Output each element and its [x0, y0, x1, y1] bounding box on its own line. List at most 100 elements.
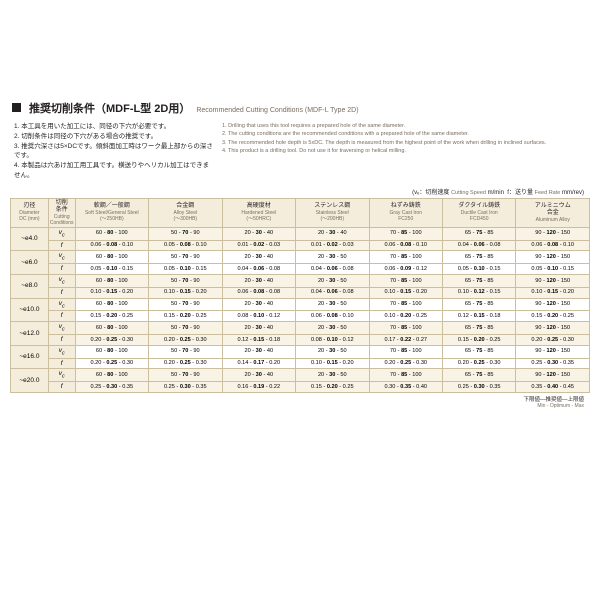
- value-cell: 60 - 80 - 100: [75, 322, 148, 335]
- title-square-icon: [12, 103, 21, 112]
- value-cell: 0.15 - 0.20 - 0.25: [516, 311, 590, 322]
- value-cell: 50 - 70 - 90: [149, 275, 222, 288]
- value-cell: 50 - 70 - 90: [149, 345, 222, 358]
- condition-cell: vc: [48, 298, 75, 311]
- table-row: ~e20.0vc60 - 80 - 10050 - 70 - 9020 - 30…: [11, 369, 590, 382]
- condition-cell: f: [48, 382, 75, 393]
- value-cell: 20 - 30 - 40: [222, 322, 295, 335]
- column-header: ダクタイル鋳鉄Ductile Cast IronFCD450: [442, 198, 515, 227]
- value-cell: 0.08 - 0.10 - 0.12: [296, 335, 369, 346]
- value-cell: 65 - 75 - 85: [442, 298, 515, 311]
- value-cell: 70 - 85 - 100: [369, 227, 442, 240]
- condition-cell: vc: [48, 251, 75, 264]
- value-cell: 0.25 - 0.30 - 0.35: [516, 358, 590, 369]
- value-cell: 20 - 30 - 40: [222, 227, 295, 240]
- value-cell: 60 - 80 - 100: [75, 298, 148, 311]
- value-cell: 90 - 120 - 150: [516, 251, 590, 264]
- condition-cell: f: [48, 287, 75, 298]
- value-cell: 0.06 - 0.09 - 0.12: [369, 264, 442, 275]
- value-cell: 90 - 120 - 150: [516, 227, 590, 240]
- value-cell: 70 - 85 - 100: [369, 275, 442, 288]
- value-cell: 0.25 - 0.30 - 0.35: [442, 382, 515, 393]
- cutting-conditions-table: 刃径DiameterDC (mm)切削条件CuttingConditions軟鋼…: [10, 198, 590, 394]
- value-cell: 20 - 30 - 50: [296, 251, 369, 264]
- column-header: ねずみ鋳鉄Gray Cast IronFC250: [369, 198, 442, 227]
- value-cell: 65 - 75 - 85: [442, 275, 515, 288]
- condition-cell: vc: [48, 322, 75, 335]
- value-cell: 60 - 80 - 100: [75, 275, 148, 288]
- value-cell: 0.05 - 0.10 - 0.15: [442, 264, 515, 275]
- value-cell: 0.15 - 0.20 - 0.25: [442, 335, 515, 346]
- value-cell: 0.05 - 0.10 - 0.15: [75, 264, 148, 275]
- value-cell: 0.05 - 0.10 - 0.15: [516, 264, 590, 275]
- value-cell: 20 - 30 - 40: [222, 275, 295, 288]
- condition-cell: f: [48, 264, 75, 275]
- column-header: 刃径DiameterDC (mm): [11, 198, 49, 227]
- value-cell: 90 - 120 - 150: [516, 298, 590, 311]
- value-cell: 0.06 - 0.08 - 0.10: [75, 240, 148, 251]
- diameter-cell: ~e20.0: [11, 369, 49, 393]
- below-legend: 下限値―推奨値―上限値Min - Optimum - Max: [10, 395, 584, 409]
- value-cell: 70 - 85 - 100: [369, 345, 442, 358]
- table-row: f0.06 - 0.08 - 0.100.05 - 0.08 - 0.100.0…: [11, 240, 590, 251]
- value-cell: 0.14 - 0.17 - 0.20: [222, 358, 295, 369]
- value-cell: 20 - 30 - 50: [296, 298, 369, 311]
- title-en: Recommended Cutting Conditions (MDF-L Ty…: [196, 107, 358, 114]
- table-row: f0.20 - 0.25 - 0.300.20 - 0.25 - 0.300.1…: [11, 335, 590, 346]
- value-cell: 65 - 75 - 85: [442, 322, 515, 335]
- value-cell: 0.06 - 0.08 - 0.10: [369, 240, 442, 251]
- condition-cell: vc: [48, 227, 75, 240]
- diameter-cell: ~e6.0: [11, 251, 49, 275]
- value-cell: 70 - 85 - 100: [369, 369, 442, 382]
- title-jp: 推奨切削条件（MDF-L型 2D用）: [29, 100, 190, 116]
- value-cell: 0.20 - 0.25 - 0.30: [75, 358, 148, 369]
- condition-cell: f: [48, 311, 75, 322]
- value-cell: 0.30 - 0.35 - 0.40: [369, 382, 442, 393]
- condition-cell: f: [48, 240, 75, 251]
- value-cell: 20 - 30 - 50: [296, 322, 369, 335]
- value-cell: 20 - 30 - 40: [222, 298, 295, 311]
- notes-jp: 1. 本工具を用いた加工には、同径の下穴が必要です。2. 切削条件は同径の下穴が…: [14, 122, 214, 181]
- value-cell: 70 - 85 - 100: [369, 251, 442, 264]
- table-row: ~e6.0vc60 - 80 - 10050 - 70 - 9020 - 30 …: [11, 251, 590, 264]
- table-row: f0.05 - 0.10 - 0.150.05 - 0.10 - 0.150.0…: [11, 264, 590, 275]
- diameter-cell: ~e4.0: [11, 227, 49, 251]
- value-cell: 50 - 70 - 90: [149, 369, 222, 382]
- table-row: f0.15 - 0.20 - 0.250.15 - 0.20 - 0.250.0…: [11, 311, 590, 322]
- value-cell: 0.10 - 0.15 - 0.20: [516, 287, 590, 298]
- value-cell: 20 - 30 - 50: [296, 369, 369, 382]
- value-cell: 20 - 30 - 50: [296, 345, 369, 358]
- value-cell: 20 - 30 - 40: [296, 227, 369, 240]
- table-row: ~e12.0vc60 - 80 - 10050 - 70 - 9020 - 30…: [11, 322, 590, 335]
- value-cell: 90 - 120 - 150: [516, 369, 590, 382]
- value-cell: 65 - 75 - 85: [442, 251, 515, 264]
- value-cell: 0.12 - 0.15 - 0.18: [442, 311, 515, 322]
- value-cell: 0.20 - 0.25 - 0.30: [75, 335, 148, 346]
- value-cell: 60 - 80 - 100: [75, 251, 148, 264]
- value-cell: 0.17 - 0.22 - 0.27: [369, 335, 442, 346]
- notes-block: 1. 本工具を用いた加工には、同径の下穴が必要です。2. 切削条件は同径の下穴が…: [14, 122, 590, 181]
- table-row: f0.20 - 0.25 - 0.300.20 - 0.25 - 0.300.1…: [11, 358, 590, 369]
- value-cell: 20 - 30 - 40: [222, 345, 295, 358]
- value-cell: 65 - 75 - 85: [442, 369, 515, 382]
- condition-cell: f: [48, 358, 75, 369]
- value-cell: 0.15 - 0.20 - 0.25: [296, 382, 369, 393]
- condition-cell: vc: [48, 369, 75, 382]
- value-cell: 20 - 30 - 40: [222, 251, 295, 264]
- diameter-cell: ~e12.0: [11, 322, 49, 346]
- table-row: f0.10 - 0.15 - 0.200.10 - 0.15 - 0.200.0…: [11, 287, 590, 298]
- column-header: 軟鋼／一般鋼Soft Steel/General Steel(～250HB): [75, 198, 148, 227]
- value-cell: 0.04 - 0.06 - 0.08: [296, 264, 369, 275]
- value-cell: 0.05 - 0.10 - 0.15: [149, 264, 222, 275]
- value-cell: 0.35 - 0.40 - 0.45: [516, 382, 590, 393]
- value-cell: 0.05 - 0.08 - 0.10: [149, 240, 222, 251]
- table-header-row: 刃径DiameterDC (mm)切削条件CuttingConditions軟鋼…: [11, 198, 590, 227]
- value-cell: 0.01 - 0.02 - 0.03: [222, 240, 295, 251]
- value-cell: 90 - 120 - 150: [516, 345, 590, 358]
- column-header: アルミニウム合金Aluminum Alloy: [516, 198, 590, 227]
- diameter-cell: ~e10.0: [11, 298, 49, 322]
- value-cell: 60 - 80 - 100: [75, 227, 148, 240]
- value-cell: 90 - 120 - 150: [516, 275, 590, 288]
- value-cell: 0.16 - 0.19 - 0.22: [222, 382, 295, 393]
- table-row: f0.25 - 0.30 - 0.350.25 - 0.30 - 0.350.1…: [11, 382, 590, 393]
